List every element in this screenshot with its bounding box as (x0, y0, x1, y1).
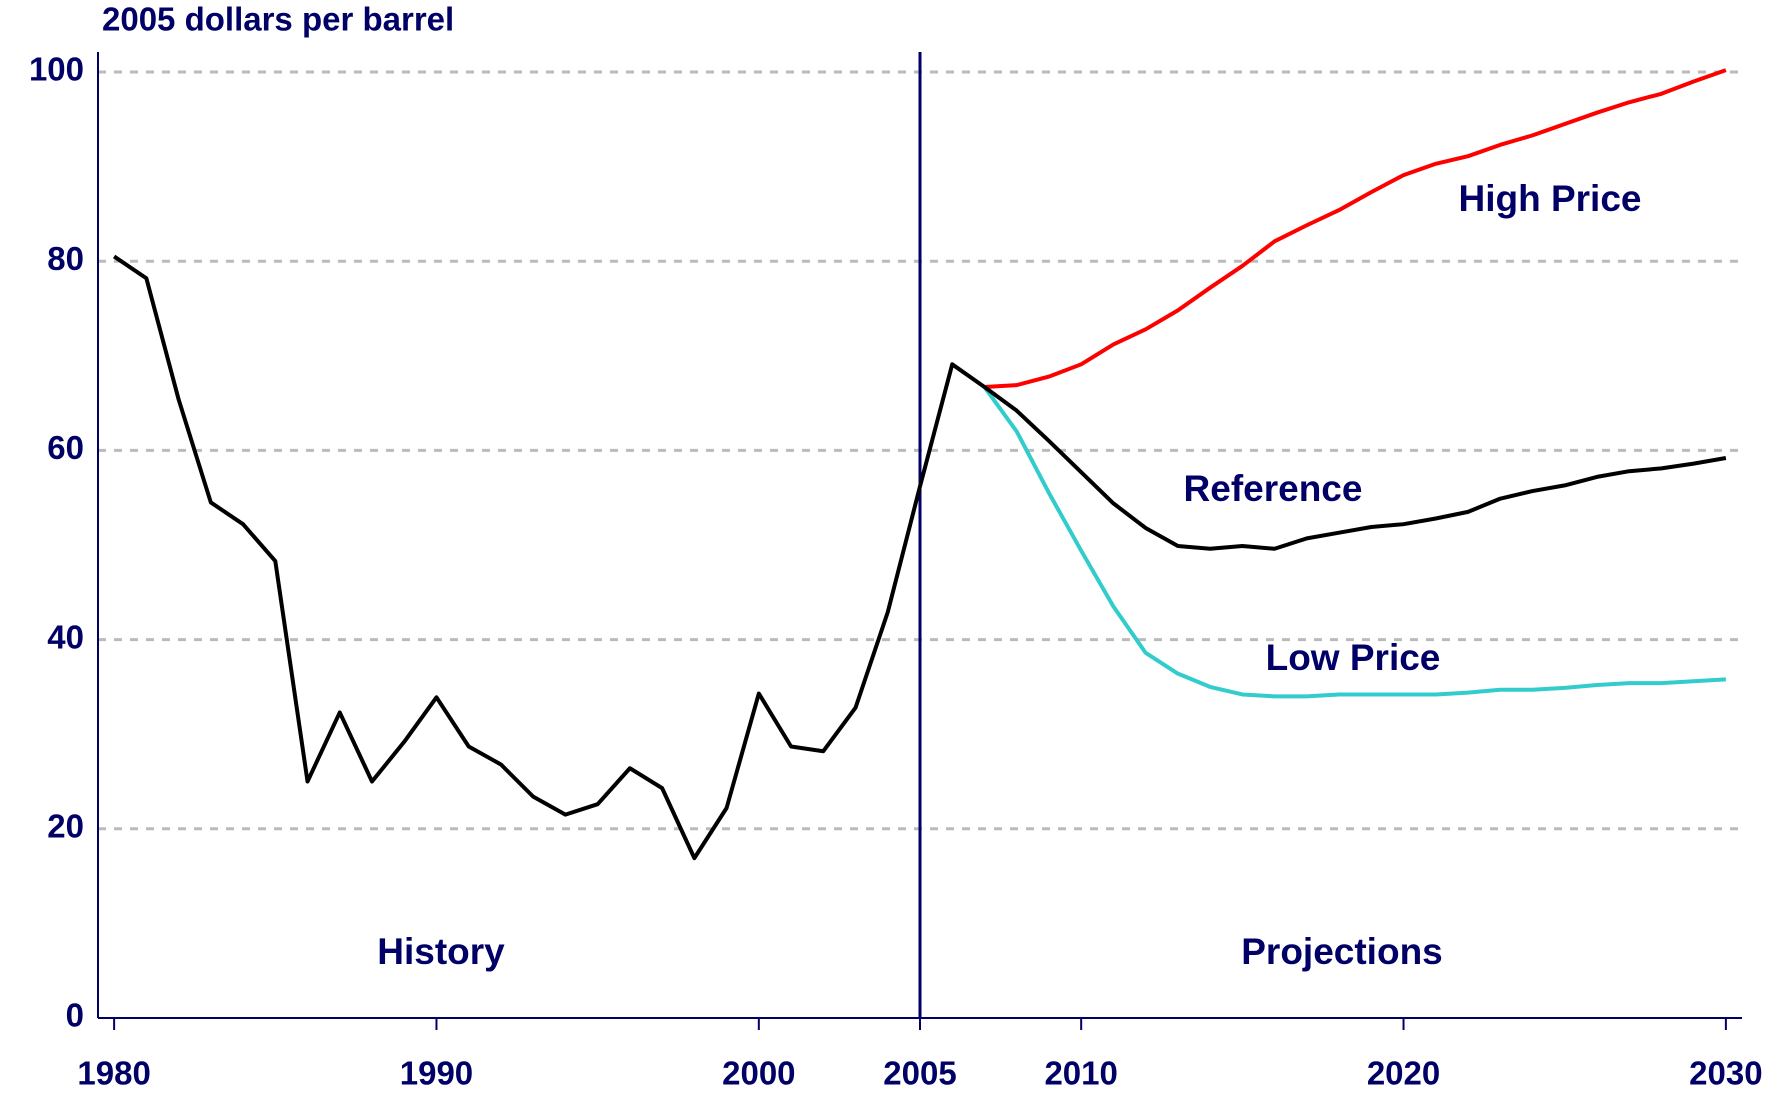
x-tick-label: 1980 (77, 1055, 150, 1092)
series-label: History (377, 931, 505, 972)
line (982, 385, 1726, 699)
line (983, 385, 1727, 551)
line (112, 254, 986, 861)
x-tick-label: 2005 (883, 1055, 956, 1092)
chart-title: 2005 dollars per barrel (102, 1, 454, 38)
x-tick-label: 1990 (400, 1055, 473, 1092)
series-label: High Price (1459, 178, 1642, 219)
y-tick-label: 20 (47, 808, 84, 845)
x-tick-label: 2020 (1367, 1055, 1440, 1092)
y-tick-label: 100 (29, 51, 84, 88)
y-tick-label: 40 (47, 618, 84, 655)
y-tick-label: 80 (47, 240, 84, 277)
x-tick-label: 2030 (1689, 1055, 1762, 1092)
x-tick-label: 2010 (1044, 1055, 1117, 1092)
series-label: Low Price (1266, 637, 1441, 678)
line (984, 68, 1727, 390)
annotation: Projections (1241, 931, 1443, 972)
y-tick-label: 0 (66, 997, 84, 1034)
x-tick-label: 2000 (722, 1055, 795, 1092)
series-label: Reference (1184, 468, 1363, 509)
y-tick-label: 60 (47, 429, 84, 466)
